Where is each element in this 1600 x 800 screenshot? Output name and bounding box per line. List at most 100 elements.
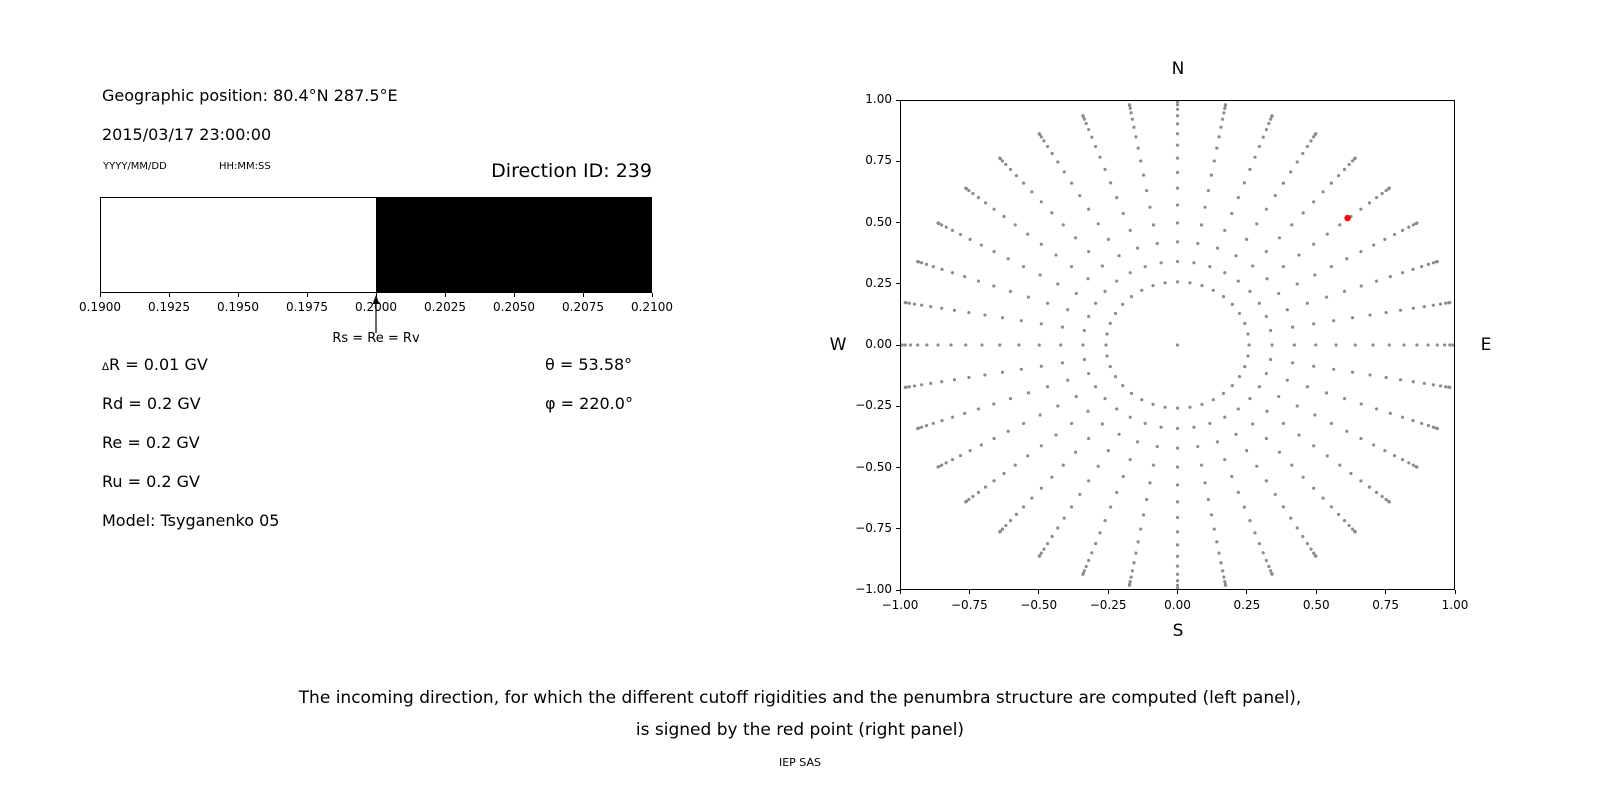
grid-point bbox=[1087, 371, 1091, 376]
direction-y-tick-mark bbox=[896, 589, 900, 591]
grid-point bbox=[1175, 259, 1180, 264]
penumbra-tick-label: 0.1900 bbox=[79, 300, 121, 314]
time-format-label: HH:MM:SS bbox=[219, 161, 271, 172]
direction-x-tick-mark bbox=[1038, 590, 1040, 594]
grid-point bbox=[992, 284, 996, 288]
grid-point bbox=[1115, 196, 1119, 200]
direction-x-tick-mark bbox=[1385, 590, 1387, 594]
penumbra-tick-label: 0.1925 bbox=[148, 300, 190, 314]
grid-point bbox=[1353, 343, 1357, 347]
penumbra-tick-label: 0.2000 bbox=[355, 300, 397, 314]
grid-point bbox=[976, 407, 981, 411]
grid-point bbox=[1269, 117, 1273, 121]
grid-point bbox=[1128, 271, 1132, 275]
grid-point bbox=[1056, 160, 1060, 164]
compass-east-label: E bbox=[1480, 335, 1492, 355]
date-format-label: YYYY/MM/DD bbox=[103, 161, 167, 172]
grid-point bbox=[1261, 135, 1265, 139]
grid-point bbox=[1350, 370, 1355, 374]
grid-point bbox=[1255, 222, 1259, 226]
grid-point bbox=[1054, 433, 1058, 437]
compass-north-label: N bbox=[1171, 59, 1185, 79]
grid-point bbox=[1086, 409, 1090, 413]
grid-point bbox=[1128, 580, 1132, 584]
grid-point bbox=[1159, 261, 1163, 265]
grid-point bbox=[1069, 505, 1074, 509]
grid-point bbox=[1117, 432, 1121, 436]
grid-point bbox=[1338, 223, 1342, 227]
direction-x-tick-label: 0.75 bbox=[1372, 598, 1399, 612]
grid-point bbox=[1261, 551, 1265, 555]
grid-point bbox=[1431, 261, 1435, 265]
grid-point bbox=[1305, 301, 1310, 305]
grid-point bbox=[963, 275, 967, 279]
grid-point bbox=[958, 453, 963, 458]
grid-point bbox=[1017, 343, 1021, 347]
grid-point bbox=[1270, 343, 1274, 347]
grid-point bbox=[1129, 295, 1134, 299]
grid-point bbox=[1349, 471, 1353, 476]
grid-point bbox=[1324, 391, 1329, 395]
grid-point bbox=[1420, 421, 1424, 426]
grid-point bbox=[1243, 321, 1247, 325]
grid-point bbox=[1121, 474, 1125, 479]
grid-point bbox=[1130, 117, 1134, 121]
grid-point bbox=[1121, 383, 1125, 388]
grid-point bbox=[1444, 385, 1448, 389]
grid-point bbox=[1129, 391, 1134, 395]
grid-point bbox=[1082, 328, 1086, 333]
grid-point bbox=[1223, 103, 1228, 107]
grid-point bbox=[1387, 343, 1391, 347]
grid-point bbox=[1336, 512, 1341, 516]
grid-point bbox=[924, 424, 929, 428]
grid-point bbox=[924, 262, 929, 266]
direction-y-tick-label: −0.50 bbox=[855, 459, 892, 474]
grid-point bbox=[1374, 196, 1379, 200]
grid-point bbox=[1073, 450, 1078, 454]
grid-point bbox=[1246, 332, 1250, 336]
direction-y-tick-label: 0.75 bbox=[865, 153, 892, 168]
grid-point bbox=[1203, 205, 1207, 209]
grid-point bbox=[1175, 101, 1180, 103]
grid-point bbox=[1230, 302, 1234, 307]
grid-point bbox=[1309, 547, 1313, 551]
grid-point bbox=[1350, 316, 1355, 320]
grid-point bbox=[1415, 343, 1419, 347]
direction-y-tick-label: 0.50 bbox=[865, 214, 892, 229]
grid-point bbox=[1305, 541, 1310, 546]
grid-point bbox=[1151, 463, 1156, 467]
grid-point bbox=[1211, 398, 1215, 402]
grid-point bbox=[1026, 232, 1030, 236]
grid-point bbox=[1151, 284, 1155, 288]
grid-point bbox=[1175, 587, 1180, 589]
grid-point bbox=[1329, 421, 1334, 426]
grid-point bbox=[1006, 429, 1010, 433]
grid-point bbox=[1236, 407, 1240, 411]
grid-point bbox=[967, 310, 971, 315]
grid-point bbox=[1175, 572, 1180, 576]
grid-point bbox=[908, 343, 913, 347]
grid-point bbox=[1435, 343, 1439, 347]
grid-point bbox=[1069, 181, 1074, 185]
grid-point bbox=[1175, 530, 1180, 534]
grid-point bbox=[1321, 190, 1325, 194]
grid-point bbox=[1285, 308, 1289, 312]
grid-point bbox=[1103, 289, 1107, 293]
grid-point bbox=[1175, 579, 1180, 583]
grid-point bbox=[1208, 421, 1212, 426]
grid-point bbox=[1411, 463, 1415, 467]
penumbra-tick-mark bbox=[513, 293, 515, 297]
grid-point bbox=[1411, 223, 1415, 227]
grid-point bbox=[1388, 275, 1392, 279]
grid-point bbox=[1264, 479, 1268, 483]
grid-point bbox=[1108, 365, 1112, 369]
grid-point bbox=[1082, 117, 1086, 121]
grid-point bbox=[1387, 500, 1391, 504]
grid-point bbox=[1139, 527, 1143, 531]
grid-point bbox=[1192, 425, 1196, 429]
grid-point bbox=[1056, 404, 1060, 408]
grid-point bbox=[1105, 354, 1109, 358]
grid-point bbox=[1004, 523, 1008, 528]
grid-point bbox=[1098, 155, 1102, 159]
grid-point bbox=[1353, 530, 1357, 534]
